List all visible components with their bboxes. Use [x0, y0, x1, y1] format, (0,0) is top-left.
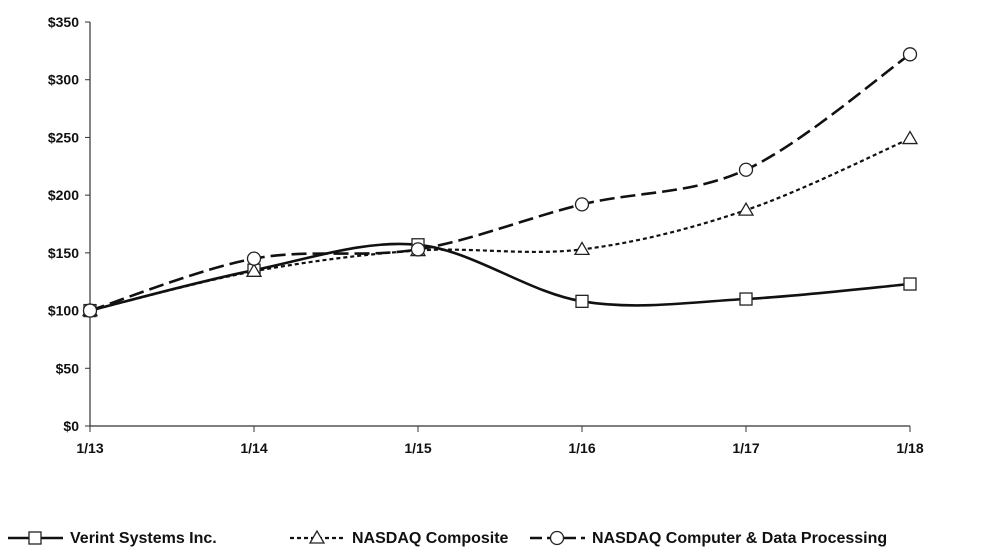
triangle-marker [573, 241, 591, 256]
x-tick-label: 1/13 [76, 440, 103, 456]
y-tick-label: $100 [48, 303, 79, 319]
y-axis-ticks: $0 $50 $100 $150 $200 $250 $300 $350 [48, 14, 90, 434]
legend-item-1: Verint Systems Inc. [8, 530, 217, 547]
chart-axes [89, 22, 910, 427]
circle-marker [574, 197, 590, 212]
series-line-3 [89, 53, 911, 312]
legend-item-2: NASDAQ Composite [290, 529, 509, 547]
square-marker [575, 294, 589, 308]
y-tick-label: $350 [48, 14, 79, 30]
circle-marker [738, 162, 754, 177]
y-tick-label: $200 [48, 187, 79, 203]
legend-triangle-icon [308, 529, 326, 544]
series-line-2 [89, 137, 911, 312]
legend-label: NASDAQ Composite [352, 530, 509, 547]
x-tick-label: 1/16 [568, 440, 595, 456]
series-lines [89, 53, 911, 312]
circle-marker [82, 303, 98, 318]
y-tick-label: $150 [48, 245, 79, 261]
x-tick-label: 1/18 [896, 440, 923, 456]
x-tick-label: 1/14 [240, 440, 267, 456]
y-tick-label: $0 [63, 418, 79, 434]
triangle-marker [901, 130, 919, 145]
x-tick-label: 1/15 [404, 440, 431, 456]
square-marker [739, 292, 753, 306]
chart-legend: Verint Systems Inc. NASDAQ Composite NASDA… [8, 529, 887, 547]
triangle-marker [737, 201, 755, 216]
y-tick-label: $300 [48, 72, 79, 88]
square-marker [903, 277, 917, 291]
y-tick-label: $50 [56, 360, 80, 376]
x-axis-ticks: 1/13 1/14 1/15 1/16 1/17 1/18 [76, 426, 924, 456]
legend-label: Verint Systems Inc. [70, 530, 217, 547]
legend-item-3: NASDAQ Computer & Data Processing [530, 530, 887, 547]
legend-label: NASDAQ Computer & Data Processing [592, 530, 887, 547]
circle-marker [902, 47, 918, 62]
x-tick-label: 1/17 [732, 440, 759, 456]
circle-marker [246, 251, 262, 266]
series-markers [81, 47, 919, 318]
y-tick-label: $250 [48, 129, 79, 145]
circle-marker [410, 242, 426, 257]
series-line-1 [89, 242, 911, 312]
legend-square-icon [28, 531, 42, 545]
legend-circle-icon [549, 530, 565, 546]
triangle-marker [245, 263, 263, 277]
